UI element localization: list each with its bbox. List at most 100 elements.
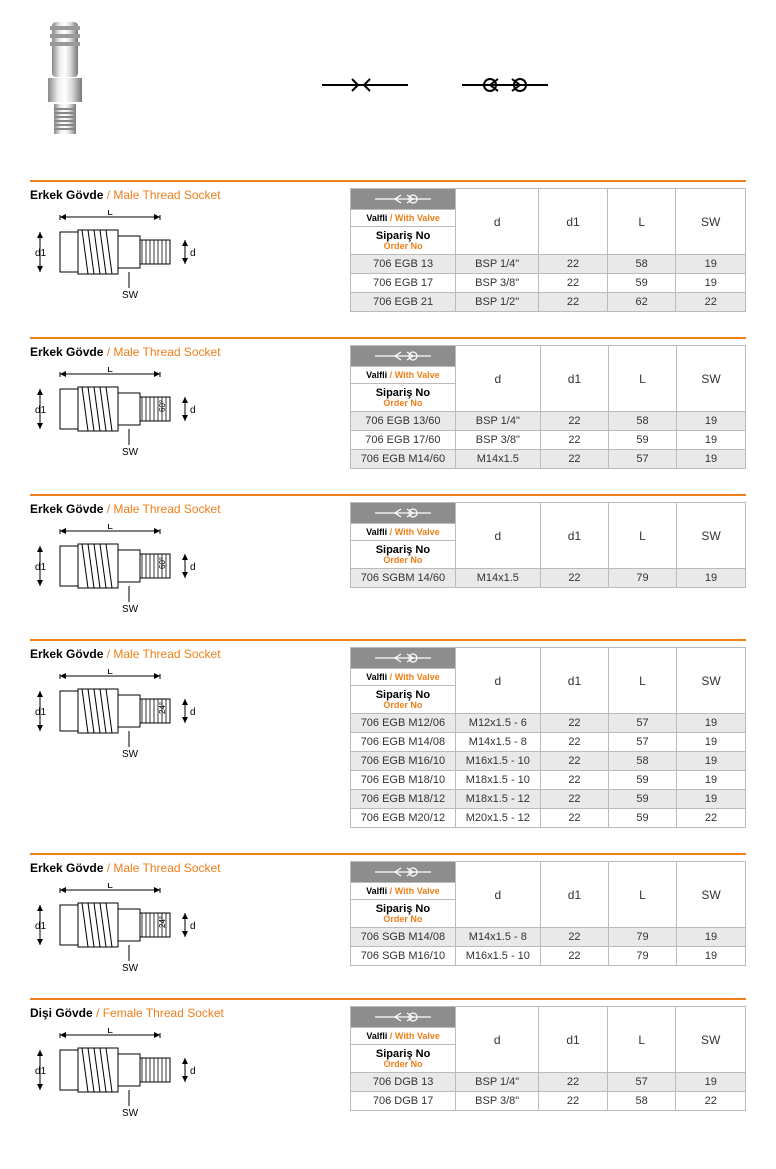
valve-label: Valfli / With Valve (351, 669, 456, 686)
symbol-row (320, 73, 550, 97)
table-cell: 19 (677, 928, 746, 947)
svg-text:d: d (190, 562, 196, 573)
spec-table: dd1LSWValfli / With ValveSipariş NoOrder… (350, 647, 746, 828)
section-right: dd1LSWValfli / With ValveSipariş NoOrder… (350, 861, 746, 973)
svg-text:d1: d1 (35, 921, 47, 932)
spec-table: dd1LSWValfli / With ValveSipariş NoOrder… (350, 345, 746, 469)
svg-text:SW: SW (122, 1108, 139, 1118)
svg-text:SW: SW (122, 749, 139, 759)
title-tr: Erkek Gövde (30, 502, 103, 516)
table-row: 706 EGB M12/06M12x1.5 - 6225719 (351, 714, 746, 733)
table-cell: BSP 1/4" (456, 255, 539, 274)
section: Erkek Gövde / Male Thread Socket L d1 d (30, 180, 746, 312)
table-cell: 22 (540, 714, 608, 733)
table-cell: 58 (607, 255, 676, 274)
top-header (30, 20, 746, 150)
section-title: Dişi Gövde / Female Thread Socket (30, 1006, 330, 1020)
svg-text:24°: 24° (158, 702, 167, 714)
section-left: Erkek Gövde / Male Thread Socket L d1 d (30, 861, 330, 973)
table-cell: 59 (609, 809, 677, 828)
section-title: Erkek Gövde / Male Thread Socket (30, 188, 330, 202)
svg-text:d1: d1 (35, 248, 47, 259)
order-no-label: Sipariş NoOrder No (351, 1045, 456, 1073)
technical-diagram: L d1 d SW (30, 210, 220, 300)
table-cell: 19 (677, 569, 746, 588)
table-cell: 22 (539, 274, 608, 293)
table-cell: 22 (540, 569, 608, 588)
table-row: 706 EGB M18/10M18x1.5 - 10225919 (351, 771, 746, 790)
table-cell: 57 (609, 450, 677, 469)
title-tr: Erkek Gövde (30, 647, 103, 661)
order-no-label: Sipariş NoOrder No (351, 384, 456, 412)
table-cell: M14x1.5 (455, 450, 540, 469)
table-symbol-head (351, 648, 456, 669)
section-divider (30, 639, 746, 641)
col-header: d (455, 862, 540, 928)
table-cell: 22 (540, 947, 608, 966)
valve-label: Valfli / With Valve (351, 883, 456, 900)
section: Dişi Gövde / Female Thread Socket L d1 d (30, 998, 746, 1118)
table-cell: 22 (540, 771, 608, 790)
table-cell: 19 (676, 274, 746, 293)
col-header: d1 (539, 189, 608, 255)
table-cell: 706 EGB 13 (351, 255, 456, 274)
svg-text:L: L (107, 669, 113, 677)
table-row: 706 EGB M14/08M14x1.5 - 8225719 (351, 733, 746, 752)
section: Erkek Gövde / Male Thread Socket L d1 d (30, 639, 746, 828)
table-row: 706 EGB M18/12M18x1.5 - 12225919 (351, 790, 746, 809)
svg-text:d1: d1 (35, 1066, 47, 1077)
order-no-label: Sipariş NoOrder No (351, 686, 456, 714)
sections-container: Erkek Gövde / Male Thread Socket L d1 d (30, 180, 746, 1118)
table-row: 706 DGB 13BSP 1/4"225719 (351, 1073, 746, 1092)
col-header: L (609, 346, 677, 412)
table-cell: 22 (540, 412, 608, 431)
table-cell: M18x1.5 - 12 (455, 790, 540, 809)
table-cell: 62 (607, 293, 676, 312)
table-cell: 57 (609, 733, 677, 752)
section-body: Erkek Gövde / Male Thread Socket L d1 d (30, 502, 746, 614)
table-symbol-head (351, 503, 456, 524)
table-symbol-head (351, 862, 456, 883)
col-header: SW (676, 189, 746, 255)
section-divider (30, 494, 746, 496)
table-cell: 59 (609, 431, 677, 450)
col-header: d (455, 346, 540, 412)
table-cell: 79 (609, 928, 677, 947)
valve-label: Valfli / With Valve (351, 210, 456, 227)
col-header: L (607, 1007, 676, 1073)
table-cell: 706 EGB 13/60 (351, 412, 456, 431)
order-no-label: Sipariş NoOrder No (351, 900, 456, 928)
svg-text:SW: SW (122, 290, 139, 300)
svg-text:d: d (190, 707, 196, 718)
svg-text:L: L (107, 883, 113, 891)
title-tr: Erkek Gövde (30, 861, 103, 875)
table-symbol-head (351, 1007, 456, 1028)
table-cell: M20x1.5 - 12 (455, 809, 540, 828)
section-body: Dişi Gövde / Female Thread Socket L d1 d (30, 1006, 746, 1118)
table-row: 706 EGB M20/12M20x1.5 - 12225922 (351, 809, 746, 828)
table-cell: 79 (609, 947, 677, 966)
spec-table: dd1LSWValfli / With ValveSipariş NoOrder… (350, 861, 746, 966)
spec-table: dd1LSWValfli / With ValveSipariş NoOrder… (350, 188, 746, 312)
table-symbol-head (351, 346, 456, 367)
table-row: 706 EGB 17/60BSP 3/8"225919 (351, 431, 746, 450)
title-tr: Erkek Gövde (30, 188, 103, 202)
table-row: 706 EGB 13/60BSP 1/4"225819 (351, 412, 746, 431)
section-divider (30, 853, 746, 855)
svg-text:SW: SW (122, 447, 139, 457)
table-cell: 58 (609, 752, 677, 771)
svg-text:d1: d1 (35, 707, 47, 718)
section-title: Erkek Gövde / Male Thread Socket (30, 502, 330, 516)
table-row: 706 EGB 17BSP 3/8"225919 (351, 274, 746, 293)
table-cell: 706 EGB M14/60 (351, 450, 456, 469)
table-cell: M14x1.5 - 8 (455, 928, 540, 947)
table-cell: BSP 3/8" (456, 1092, 539, 1111)
table-cell: 22 (539, 293, 608, 312)
technical-diagram: L d1 d 60° SW (30, 524, 220, 614)
table-row: 706 EGB M14/60M14x1.5225719 (351, 450, 746, 469)
svg-text:d1: d1 (35, 562, 47, 573)
table-cell: 19 (677, 431, 746, 450)
svg-text:60°: 60° (158, 400, 167, 412)
table-cell: M18x1.5 - 10 (455, 771, 540, 790)
table-cell: 706 EGB M12/06 (351, 714, 456, 733)
